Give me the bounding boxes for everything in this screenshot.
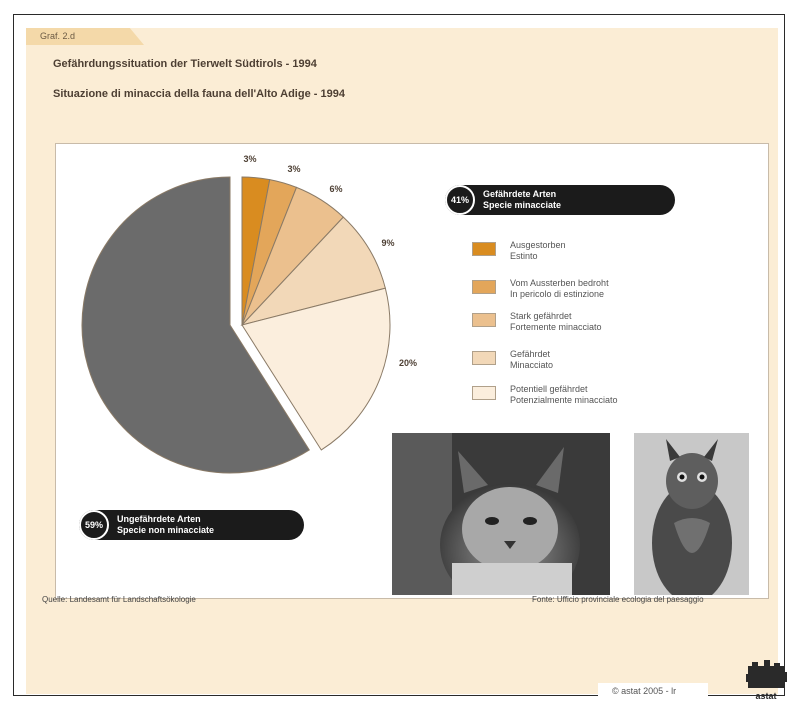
legend-swatch (472, 280, 496, 294)
legend-swatch (472, 313, 496, 327)
slice-percent-label: 3% (243, 154, 256, 164)
legend-label-de: Stark gefährdet (510, 311, 572, 321)
legend-swatch (472, 386, 496, 400)
slice-percent-label: 6% (329, 184, 342, 194)
legend-label-it: Fortemente minacciato (510, 322, 602, 332)
legend-label-de: Gefährdet (510, 349, 551, 359)
source-de: Quelle: Landesamt für Landschaftsökologi… (42, 595, 196, 604)
source-it: Fonte: Ufficio provinciale ecologia del … (532, 595, 704, 604)
owl-photo (634, 433, 749, 595)
title-de: Gefährdungssituation der Tierwelt Südtir… (53, 58, 317, 70)
pie-slice (241, 287, 391, 451)
threatened-total-pill: 41% Gefährdete Arten Specie minacciate (445, 185, 675, 215)
copyright-text: © astat 2005 - lr (612, 686, 677, 696)
pie-slice (240, 216, 386, 326)
logo-text: astat (755, 691, 776, 701)
figure-tab: Graf. 2.d (26, 28, 144, 45)
legend-label-it: In pericolo di estinzione (510, 289, 605, 299)
threatened-label-de: Gefährdete Arten (483, 189, 557, 199)
not-threatened-total-pct: 59% (79, 510, 109, 540)
threatened-total-pct: 41% (445, 185, 475, 215)
pie-chart: 3% 3% 6% 9% 20% (81, 154, 417, 474)
legend-label-de: Potentiell gefährdet (510, 384, 588, 394)
astat-logo: astat (744, 660, 788, 702)
not-threatened-total-pill: 59% Ungefährdete Arten Specie non minacci… (79, 510, 304, 540)
copyright: © astat 2005 - lr (598, 683, 708, 701)
legend-label-it: Estinto (510, 251, 538, 261)
lynx-photo (392, 433, 610, 595)
legend-label-it: Minacciato (510, 360, 554, 370)
pie-slice (81, 176, 310, 474)
title-it: Situazione di minaccia della fauna dell'… (53, 88, 345, 100)
legend-label-de: Ausgestorben (510, 240, 566, 250)
slice-percent-label: 20% (399, 358, 417, 368)
slice-percent-label: 3% (287, 164, 300, 174)
threatened-label-it: Specie minacciate (483, 200, 562, 210)
legend-label-it: Potenzialmente minacciato (510, 395, 618, 405)
not-threatened-label-de: Ungefährdete Arten (117, 514, 201, 524)
not-threatened-label-it: Specie non minacciate (117, 525, 215, 535)
legend-label-de: Vom Aussterben bedroht (510, 278, 609, 288)
legend-swatch (472, 242, 496, 256)
slice-percent-label: 9% (381, 238, 394, 248)
figure-label: Graf. 2.d (40, 31, 76, 41)
legend-swatch (472, 351, 496, 365)
